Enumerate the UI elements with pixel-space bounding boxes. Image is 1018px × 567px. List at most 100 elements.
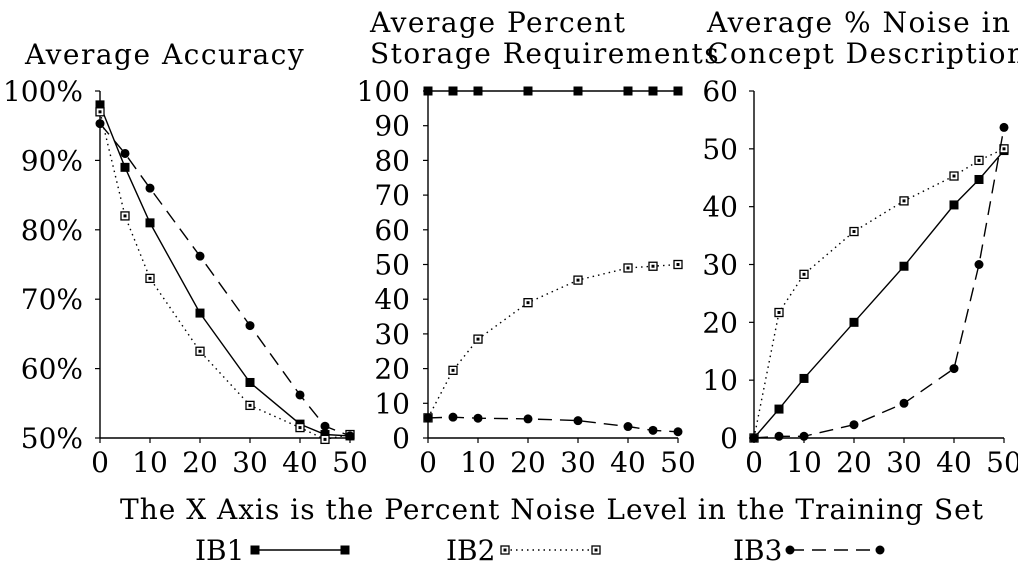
panel2-y-tick-label-6: 60 <box>374 214 410 247</box>
panel1-ib1-point-6 <box>320 430 330 440</box>
panel3-ib1-point-2 <box>799 373 809 383</box>
x-axis-caption: The X Axis is the Percent Noise Level in… <box>120 493 984 526</box>
legend-ib2-marker-start-center <box>503 548 507 552</box>
panel1-x-tick-label-0: 0 <box>91 446 109 479</box>
panel1-ib3-point-2 <box>145 183 155 193</box>
panel3-y-tick-label-3: 30 <box>702 249 738 282</box>
panel3-y-tick-label-2: 20 <box>702 306 738 339</box>
panel1-ib1-point-2 <box>145 218 155 228</box>
panel1-ib3-point-6 <box>320 421 330 431</box>
panel1-y-tick-label-0: 50% <box>21 422 83 455</box>
panel2-ib3-point-3 <box>523 414 533 424</box>
panel1-y-tick-label-3: 80% <box>21 214 83 247</box>
panel2-ib3-point-7 <box>673 427 683 437</box>
panel2-y-tick-label-8: 80 <box>374 144 410 177</box>
legend-ib3-marker-end <box>875 545 885 555</box>
panel1-ib2-point-1-center <box>123 214 127 218</box>
panel3-ib3-line <box>753 127 1005 439</box>
panel3-y-tick-label-1: 10 <box>702 364 738 397</box>
panel2-ib1-point-7 <box>673 86 683 96</box>
panel3-x-tick-label-4: 40 <box>936 446 972 479</box>
panel2-x-tick-label-3: 30 <box>560 446 596 479</box>
panel1-ib3-point-0 <box>95 119 105 129</box>
panel3-ib3-point-5 <box>949 364 959 374</box>
panel2-ib2-point-7-center <box>676 263 680 266</box>
panel3-ib3-point-0 <box>749 433 759 443</box>
panel3-ib3-point-3 <box>849 420 859 430</box>
panel3-ib1-line <box>753 150 1005 439</box>
panel2-y-tick-label-1: 10 <box>374 387 410 420</box>
panel2-ib3-point-2 <box>473 413 483 423</box>
panel2-ib3-line <box>427 416 679 433</box>
panel1-ib2-point-5-center <box>298 426 302 430</box>
panel3-ib3-point-4 <box>899 398 909 408</box>
panel3-x-tick-label-2: 20 <box>836 446 872 479</box>
panel2-y-tick-label-9: 90 <box>374 110 410 143</box>
panel1-ib2-point-6-center <box>323 437 327 441</box>
panel3-ib2-point-5-center <box>952 174 956 178</box>
panel1-ib3-line <box>99 123 351 437</box>
panel2-y-tick-label-5: 50 <box>374 249 410 282</box>
legend-ib3-label: IB3 <box>733 534 782 563</box>
panel2-ib1-point-6 <box>648 86 658 96</box>
panel2-ib2-point-1-center <box>451 368 455 372</box>
panel3-x-tick-label-3: 30 <box>886 446 922 479</box>
panel2-title-line-1: Average Percent <box>369 6 627 39</box>
panel1-ib2-point-0-center <box>98 110 102 114</box>
panel1-ib1-point-0 <box>95 100 105 110</box>
panel2-ib2-line <box>427 263 679 419</box>
panel3-ib1-point-1 <box>774 404 784 414</box>
panel3-y-tick-label-0: 0 <box>720 422 738 455</box>
panel1-ib3-point-5 <box>295 390 305 400</box>
panel2-ib1-point-5 <box>623 86 633 96</box>
panel3-ib2-point-1-center <box>777 311 781 315</box>
panel3-ib1-point-6 <box>974 174 984 184</box>
panel1-y-tick-label-4: 90% <box>21 144 83 177</box>
panel3-y-tick-label-6: 60 <box>702 75 738 108</box>
legend-ib3-marker-start <box>785 545 795 555</box>
panel1-x-tick-label-4: 40 <box>282 446 318 479</box>
panel3-ib2-point-7-center <box>1002 147 1006 151</box>
panel3-title-line-1: Average % Noise in <box>706 6 1012 39</box>
panel3-ib2-point-2-center <box>802 272 806 276</box>
panel3-ib1-point-3 <box>849 317 859 327</box>
panel3-x-tick-label-0: 0 <box>745 446 763 479</box>
panel2-title-line-2: Storage Requirements <box>370 37 720 70</box>
panel3-ib2-point-3-center <box>852 230 856 234</box>
panel1-ib3-point-4 <box>245 321 255 331</box>
legend-ib2-label: IB2 <box>446 534 495 563</box>
panel2-y-tick-label-10: 100 <box>357 75 410 108</box>
panel1-x-tick-label-1: 10 <box>132 446 168 479</box>
legend-ib1-marker-end <box>340 545 350 555</box>
legend-ib2-marker-end-center <box>594 548 598 552</box>
panel2-y-tick-label-4: 40 <box>374 283 410 316</box>
panel2-y-tick-label-0: 0 <box>392 422 410 455</box>
panel1-ib1-point-4 <box>245 377 255 387</box>
panel3-ib3-point-7 <box>999 122 1009 132</box>
panel2-x-tick-label-1: 10 <box>460 446 496 479</box>
panel1-x-tick-label-2: 20 <box>182 446 218 479</box>
panel2-ib1-point-3 <box>523 86 533 96</box>
panel2-ib1-point-4 <box>573 86 583 96</box>
panel1-ib1-point-3 <box>195 308 205 318</box>
panel1-ib2-line <box>99 111 351 441</box>
panel2-ib3-point-0 <box>423 413 433 423</box>
panel2-y-tick-label-2: 20 <box>374 353 410 386</box>
panel1-x-tick-label-3: 30 <box>232 446 268 479</box>
panel3-title-line-2: Concept Description <box>707 37 1018 70</box>
panel1-ib3-point-1 <box>120 148 130 158</box>
panel2-y-tick-label-3: 30 <box>374 318 410 351</box>
panel2-ib2-point-2-center <box>476 337 480 341</box>
panel1-y-tick-label-5: 100% <box>3 75 83 108</box>
panel3-x-tick-label-5: 50 <box>986 446 1018 479</box>
panel3-ib3-point-6 <box>974 260 984 269</box>
panel2-ib2-point-6-center <box>651 264 655 268</box>
panel2-ib1-point-1 <box>448 86 458 96</box>
panel1-ib2-point-4-center <box>248 403 252 407</box>
panel2-ib2-point-3-center <box>526 301 530 305</box>
panel1-title-line-1: Average Accuracy <box>24 38 305 71</box>
legend-ib1-label: IB1 <box>195 534 244 563</box>
panel2-ib1-point-2 <box>473 86 483 96</box>
